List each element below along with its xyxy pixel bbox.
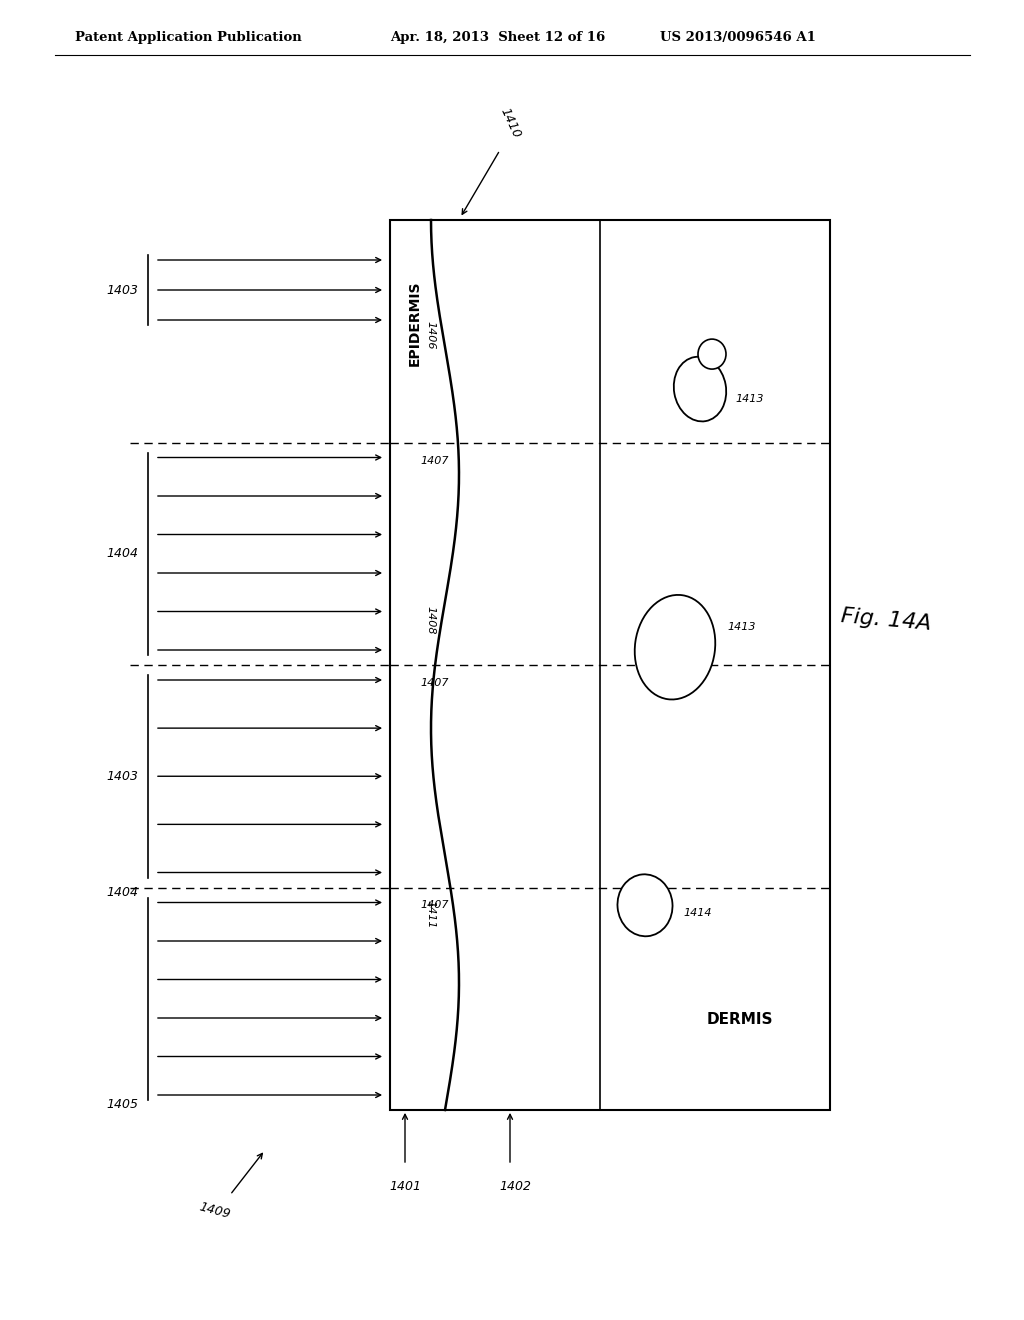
Text: 1408: 1408 bbox=[425, 606, 435, 635]
Ellipse shape bbox=[635, 595, 716, 700]
Text: 1402: 1402 bbox=[499, 1180, 531, 1193]
Text: Patent Application Publication: Patent Application Publication bbox=[75, 30, 302, 44]
Text: Fig. 14A: Fig. 14A bbox=[840, 606, 932, 634]
Text: 1406: 1406 bbox=[425, 322, 435, 350]
Text: 1413: 1413 bbox=[735, 395, 764, 404]
Ellipse shape bbox=[617, 874, 673, 936]
Text: 1404: 1404 bbox=[106, 548, 138, 560]
Text: DERMIS: DERMIS bbox=[707, 1012, 773, 1027]
Text: 1405: 1405 bbox=[106, 1098, 138, 1111]
Ellipse shape bbox=[698, 339, 726, 370]
Ellipse shape bbox=[674, 356, 726, 421]
Text: Apr. 18, 2013  Sheet 12 of 16: Apr. 18, 2013 Sheet 12 of 16 bbox=[390, 30, 605, 44]
Text: 1403: 1403 bbox=[106, 284, 138, 297]
Text: 1407: 1407 bbox=[420, 678, 449, 688]
Bar bbox=[390, 220, 830, 1110]
Text: 1409: 1409 bbox=[198, 1200, 232, 1221]
Text: US 2013/0096546 A1: US 2013/0096546 A1 bbox=[660, 30, 816, 44]
Text: 1407: 1407 bbox=[420, 900, 449, 911]
Text: 1414: 1414 bbox=[683, 908, 712, 919]
Text: 1411: 1411 bbox=[425, 900, 435, 928]
Text: 1410: 1410 bbox=[498, 106, 522, 140]
Text: 1403: 1403 bbox=[106, 770, 138, 783]
Text: EPIDERMIS: EPIDERMIS bbox=[408, 280, 422, 366]
Text: 1404: 1404 bbox=[106, 886, 138, 899]
Text: 1407: 1407 bbox=[420, 455, 449, 466]
Text: 1401: 1401 bbox=[389, 1180, 421, 1193]
Text: 1413: 1413 bbox=[727, 622, 756, 632]
